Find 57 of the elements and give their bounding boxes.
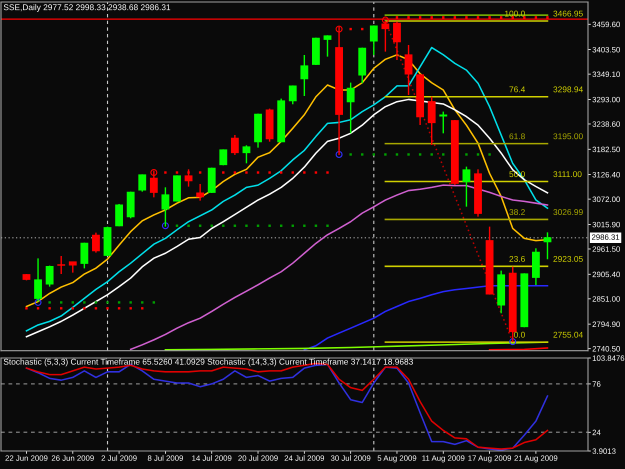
candlestick — [370, 24, 378, 56]
candlestick — [161, 186, 170, 228]
series-label: 23.6 — [509, 256, 525, 262]
point — [454, 16, 456, 19]
point — [488, 16, 491, 19]
candlestick — [184, 168, 192, 188]
candlestick — [230, 134, 239, 156]
point — [83, 301, 86, 304]
line-series — [304, 284, 548, 351]
point — [152, 301, 156, 304]
candlestick — [219, 148, 228, 166]
line-series — [26, 98, 548, 338]
candlestick — [34, 258, 42, 302]
candlestick — [300, 54, 308, 97]
point — [129, 301, 132, 304]
data-label: 3195.00 — [553, 133, 583, 140]
candlestick — [346, 82, 355, 134]
candlestick — [196, 183, 204, 202]
series-label: 0.0 — [514, 332, 525, 338]
point — [418, 16, 422, 19]
candlestick — [208, 166, 216, 194]
data-label: 3298.94 — [553, 86, 583, 92]
data-label: 3111.00 — [553, 171, 582, 178]
candlestick — [115, 203, 124, 227]
candlestick — [439, 110, 448, 134]
series-label: 38.2 — [509, 209, 525, 216]
candlestick — [428, 96, 436, 146]
point — [118, 301, 120, 304]
point — [534, 16, 538, 19]
candlestick — [404, 44, 412, 96]
point — [94, 301, 98, 304]
line-series — [164, 341, 548, 351]
candlestick — [462, 166, 470, 208]
point — [465, 16, 468, 19]
data-label: 3026.99 — [553, 209, 583, 216]
series-label: 76.4 — [509, 86, 526, 92]
chart-title: Stochastic (5,3,3) Current Timeframe 65.5260 41.0929 Stochastic (14,3,3) Current Timeframe 37.1417 18.9683 — [4, 358, 413, 366]
candlestick — [242, 144, 250, 164]
candlestick — [288, 84, 297, 106]
candlestick — [92, 232, 100, 254]
candlestick — [544, 232, 552, 260]
candlestick — [324, 34, 332, 58]
data-label: 3466.95 — [553, 10, 583, 17]
candlestick — [57, 255, 66, 275]
candlestick — [46, 264, 54, 288]
point — [430, 16, 433, 19]
candlestick — [80, 242, 88, 270]
data-label: 2755.04 — [553, 332, 583, 338]
candlestick — [138, 174, 146, 192]
line-series — [130, 184, 548, 350]
candlestick — [68, 260, 77, 274]
point — [500, 16, 502, 19]
series-label: 61.8 — [509, 133, 525, 140]
chart-title: SSE,Daily 2977.52 2998.33 2938.68 2986.31 — [4, 4, 170, 12]
data-label: 2923.05 — [553, 256, 583, 262]
point — [349, 28, 352, 30]
point — [48, 301, 51, 304]
